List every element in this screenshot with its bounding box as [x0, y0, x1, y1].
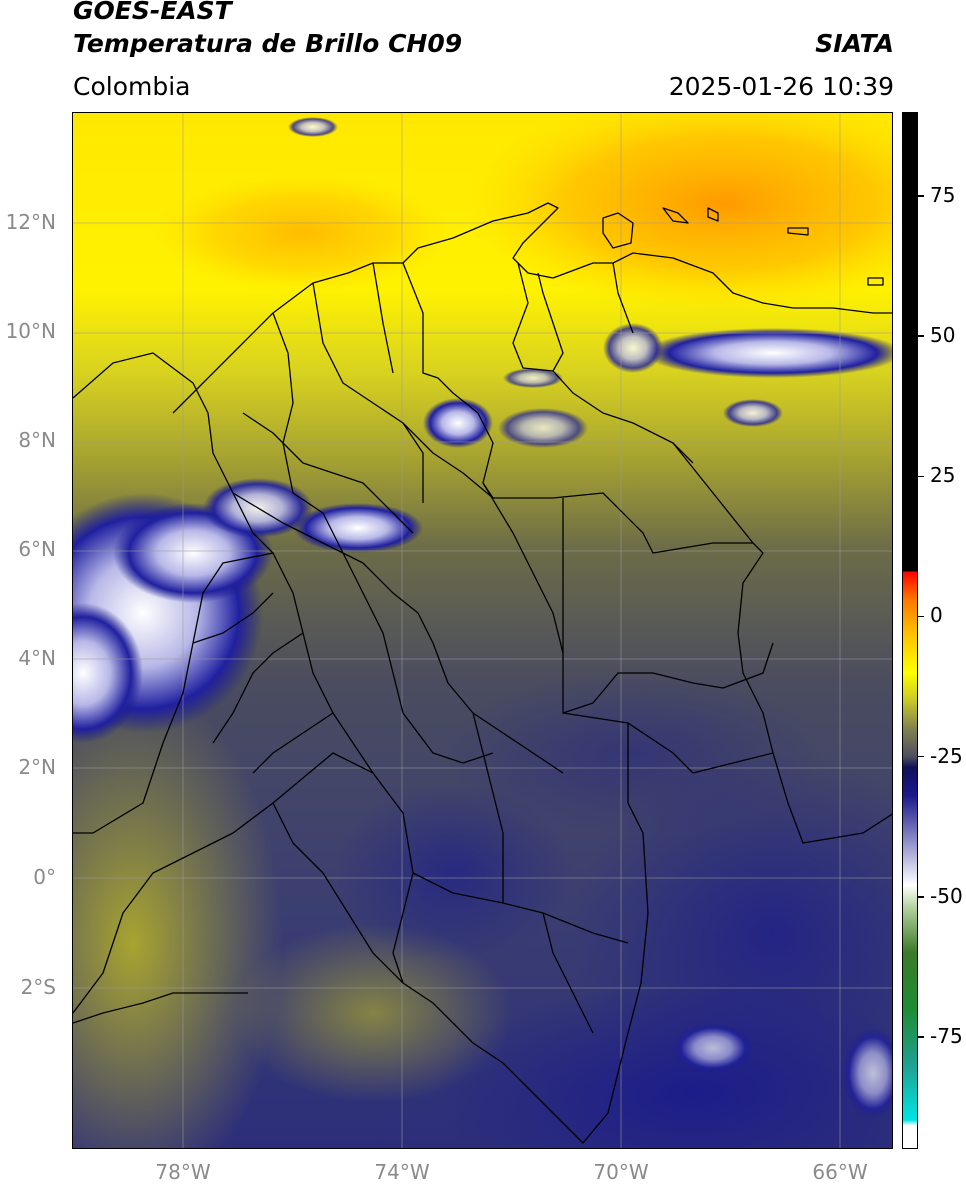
source-label: SIATA — [815, 29, 894, 58]
colorbar-tick — [918, 615, 924, 618]
colorbar — [902, 112, 918, 1149]
colorbar-label: 0 — [930, 603, 943, 628]
lon-label-78w: 78°W — [155, 1160, 211, 1184]
lon-label-70w: 70°W — [593, 1160, 649, 1184]
colorbar-label: -50 — [930, 883, 963, 908]
lat-label-4n: 4°N — [18, 646, 56, 670]
lat-label-8n: 8°N — [18, 428, 56, 452]
colorbar-label: -25 — [930, 743, 963, 768]
satellite-title: GOES-EAST — [73, 0, 232, 25]
lat-label-2n: 2°N — [18, 755, 56, 779]
lat-label-0: 0° — [33, 865, 56, 889]
map-canvas — [73, 113, 892, 1148]
datetime-label: 2025-01-26 10:39 — [668, 72, 894, 101]
lon-label-66w: 66°W — [812, 1160, 868, 1184]
colorbar-label: -75 — [930, 1023, 963, 1048]
colorbar-tick — [918, 475, 924, 478]
lat-label-6n: 6°N — [18, 537, 56, 561]
colorbar-tick — [918, 335, 924, 337]
colorbar-label: 75 — [930, 183, 956, 208]
colorbar-label: 25 — [930, 463, 956, 488]
colorbar-label: 50 — [930, 323, 956, 348]
product-title: Temperatura de Brillo CH09 — [73, 29, 463, 58]
satellite-map[interactable] — [72, 112, 893, 1149]
lat-label-10n: 10°N — [5, 319, 56, 343]
colorbar-tick — [918, 755, 924, 758]
region-label: Colombia — [73, 72, 191, 101]
colorbar-tick — [918, 195, 924, 197]
colorbar-tick — [918, 896, 924, 898]
lon-label-74w: 74°W — [374, 1160, 430, 1184]
colorbar-tick — [918, 1036, 924, 1038]
lat-label-12n: 12°N — [5, 210, 56, 234]
lat-label-2s: 2°S — [20, 975, 56, 999]
